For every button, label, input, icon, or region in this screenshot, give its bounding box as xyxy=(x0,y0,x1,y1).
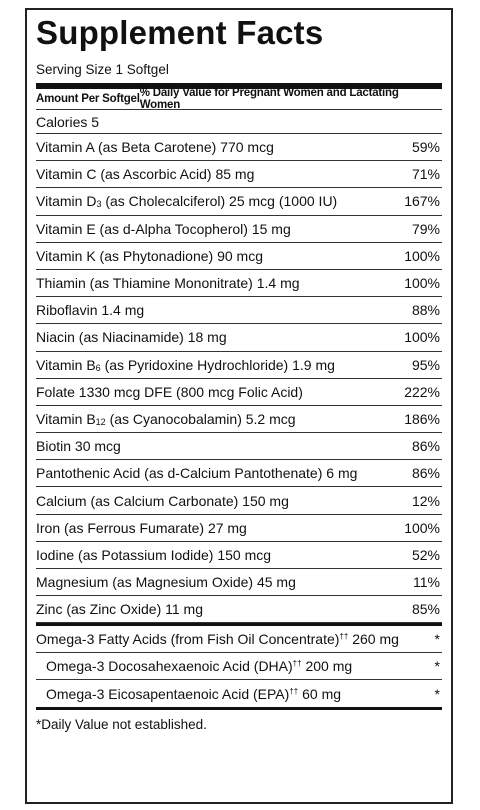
nutrient-row: Iodine (as Potassium Iodide) 150 mcg 52% xyxy=(36,542,442,569)
omega-daily-value: * xyxy=(434,658,440,675)
footnote: *Daily Value not established. xyxy=(36,716,207,732)
nutrient-name: Iodine (as Potassium Iodide) 150 mcg xyxy=(36,546,272,563)
nutrient-name: Folate 1330 mcg DFE (800 mcg Folic Acid) xyxy=(36,383,303,400)
nutrient-name: Vitamin C (as Ascorbic Acid) 85 mg xyxy=(36,166,255,183)
nutrient-daily-value: 52% xyxy=(411,546,440,563)
nutrient-name: Pantothenic Acid (as d-Calcium Pantothen… xyxy=(36,465,358,482)
nutrient-name: Calcium (as Calcium Carbonate) 150 mg xyxy=(36,492,289,509)
omega-list: Omega-3 Fatty Acids (from Fish Oil Conce… xyxy=(36,626,442,707)
column-header: Amount Per Softgel % Daily Value for Pre… xyxy=(36,87,442,111)
omega-name: Omega-3 Fatty Acids (from Fish Oil Conce… xyxy=(36,631,399,648)
medium-divider xyxy=(36,623,442,627)
nutrient-name: Biotin 30 mcg xyxy=(36,438,121,455)
omega-row: Omega-3 Docosahexaenoic Acid (DHA)†† 200… xyxy=(36,653,442,681)
nutrient-row: Thiamin (as Thiamine Mononitrate) 1.4 mg… xyxy=(36,270,442,298)
nutrient-row: Vitamin B6 (as Pyridoxine Hydrochloride)… xyxy=(36,352,442,379)
nutrient-daily-value: 59% xyxy=(411,139,440,156)
header-rule xyxy=(36,109,442,110)
supplement-facts-panel: Supplement Facts Serving Size 1 Softgel … xyxy=(25,8,453,804)
footer-divider xyxy=(36,707,442,711)
nutrient-name: Iron (as Ferrous Fumarate) 27 mg xyxy=(36,519,247,536)
nutrient-daily-value: 79% xyxy=(411,220,440,237)
nutrient-row: Biotin 30 mcg 86% xyxy=(36,433,442,461)
nutrient-name: Vitamin K (as Phytonadione) 90 mcg xyxy=(36,247,263,264)
nutrient-daily-value: 85% xyxy=(411,601,440,618)
nutrient-daily-value: 100% xyxy=(404,329,440,346)
omega-daily-value: * xyxy=(434,631,440,648)
nutrient-daily-value: 86% xyxy=(411,438,440,455)
nutrient-name: Vitamin A (as Beta Carotene) 770 mcg xyxy=(36,139,274,156)
nutrient-name: Riboflavin 1.4 mg xyxy=(36,302,145,319)
daily-value-header: % Daily Value for Pregnant Women and Lac… xyxy=(139,87,399,111)
nutrient-name: Vitamin D3 (as Cholecalciferol) 25 mcg (… xyxy=(36,193,338,210)
nutrient-daily-value: 86% xyxy=(411,465,440,482)
nutrient-daily-value: 222% xyxy=(404,383,440,400)
nutrient-row: Vitamin C (as Ascorbic Acid) 85 mg 71% xyxy=(36,161,442,189)
nutrient-row: Calcium (as Calcium Carbonate) 150 mg 12% xyxy=(36,487,442,515)
nutrient-row: Niacin (as Niacinamide) 18 mg 100% xyxy=(36,324,442,352)
nutrient-row: Riboflavin 1.4 mg 88% xyxy=(36,297,442,325)
thick-divider xyxy=(36,83,442,89)
omega-row: Omega-3 Eicosapentaenoic Acid (EPA)†† 60… xyxy=(36,680,442,707)
nutrient-daily-value: 100% xyxy=(404,247,440,264)
nutrient-daily-value: 12% xyxy=(411,492,440,509)
nutrient-daily-value: 95% xyxy=(411,356,440,373)
serving-size: Serving Size 1 Softgel xyxy=(36,62,169,77)
nutrient-name: Vitamin B6 (as Pyridoxine Hydrochloride)… xyxy=(36,356,335,373)
nutrient-name: Magnesium (as Magnesium Oxide) 45 mg xyxy=(36,574,296,591)
nutrient-daily-value: 71% xyxy=(411,166,440,183)
nutrient-name: Vitamin B12 (as Cyanocobalamin) 5.2 mcg xyxy=(36,410,296,427)
omega-name: Omega-3 Eicosapentaenoic Acid (EPA)†† 60… xyxy=(46,685,342,702)
nutrient-row: Vitamin E (as d-Alpha Tocopherol) 15 mg 7… xyxy=(36,216,442,243)
nutrient-row: Folate 1330 mcg DFE (800 mcg Folic Acid)… xyxy=(36,379,442,406)
nutrient-row: Vitamin K (as Phytonadione) 90 mcg 100% xyxy=(36,243,442,270)
panel-content: Supplement Facts Serving Size 1 Softgel … xyxy=(36,10,442,738)
nutrient-daily-value: 100% xyxy=(404,519,440,536)
nutrient-name: Vitamin E (as d-Alpha Tocopherol) 15 mg xyxy=(36,220,291,237)
omega-row: Omega-3 Fatty Acids (from Fish Oil Conce… xyxy=(36,626,442,654)
nutrient-daily-value: 167% xyxy=(404,193,440,210)
nutrient-daily-value: 11% xyxy=(413,574,440,591)
nutrient-row: Pantothenic Acid (as d-Calcium Pantothen… xyxy=(36,460,442,488)
panel-title: Supplement Facts xyxy=(36,14,324,51)
nutrient-row: Vitamin D3 (as Cholecalciferol) 25 mcg (… xyxy=(36,188,442,216)
nutrient-name: Niacin (as Niacinamide) 18 mg xyxy=(36,329,227,346)
nutrient-daily-value: 100% xyxy=(404,275,440,292)
omega-name: Omega-3 Docosahexaenoic Acid (DHA)†† 200… xyxy=(46,658,353,675)
nutrient-row: Zinc (as Zinc Oxide) 11 mg 85% xyxy=(36,596,442,624)
omega-daily-value: * xyxy=(434,685,440,702)
nutrient-row: Vitamin B12 (as Cyanocobalamin) 5.2 mcg 1… xyxy=(36,406,442,434)
calories-row: Calories 5 xyxy=(36,110,442,134)
nutrient-row: Vitamin A (as Beta Carotene) 770 mcg 59% xyxy=(36,134,442,162)
nutrient-name: Thiamin (as Thiamine Mononitrate) 1.4 mg xyxy=(36,275,300,292)
calories-label: Calories 5 xyxy=(36,113,100,130)
nutrient-row: Magnesium (as Magnesium Oxide) 45 mg 11% xyxy=(36,569,442,597)
nutrient-daily-value: 88% xyxy=(411,302,440,319)
nutrient-row: Iron (as Ferrous Fumarate) 27 mg 100% xyxy=(36,515,442,542)
amount-header: Amount Per Softgel xyxy=(36,93,140,105)
nutrient-list: Vitamin A (as Beta Carotene) 770 mcg 59% V… xyxy=(36,134,442,624)
nutrient-daily-value: 186% xyxy=(404,410,440,427)
nutrient-name: Zinc (as Zinc Oxide) 11 mg xyxy=(36,601,204,618)
